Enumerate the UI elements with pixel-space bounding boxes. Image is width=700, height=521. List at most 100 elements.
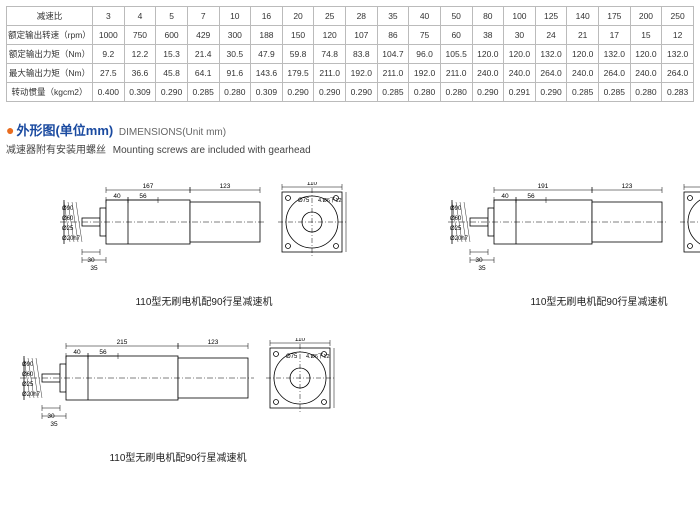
table-cell: 600	[156, 26, 188, 45]
title-en: DIMENSIONS(Unit mm)	[119, 127, 226, 138]
table-cell: 30.5	[219, 45, 251, 64]
svg-text:123: 123	[220, 183, 231, 190]
table-cell: 211.0	[314, 64, 346, 83]
svg-text:30: 30	[47, 413, 55, 420]
diagram-row-2: 21512340563530Ø90Ø60Ø25Ø20h7110Ø754.Ø6下1…	[20, 338, 694, 464]
table-cell: 91.6	[219, 64, 251, 83]
subtitle-en: Mounting screws are included with gearhe…	[113, 145, 311, 156]
table-cell: 0.285	[599, 83, 631, 102]
table-cell: 74.8	[314, 45, 346, 64]
table-cell: 0.291	[504, 83, 536, 102]
side-view: 21512340563530Ø90Ø60Ø25Ø20h7	[20, 338, 254, 437]
svg-text:Ø60: Ø60	[22, 372, 34, 378]
table-cell: 25	[314, 7, 346, 26]
table-cell: 179.5	[282, 64, 314, 83]
diagram-cell: 21512340563530Ø90Ø60Ø25Ø20h7110Ø754.Ø6下1…	[20, 338, 336, 464]
table-cell: 5	[156, 7, 188, 26]
table-cell: 0.290	[314, 83, 346, 102]
table-cell: 36.6	[124, 64, 156, 83]
table-cell: 0.400	[93, 83, 125, 102]
table-cell: 140	[567, 7, 599, 26]
table-cell: 132.0	[662, 45, 694, 64]
table-cell: 47.9	[251, 45, 283, 64]
svg-text:110: 110	[307, 182, 318, 187]
svg-text:Ø20h7: Ø20h7	[62, 236, 81, 242]
svg-text:4.Ø6下12: 4.Ø6下12	[318, 197, 342, 204]
table-row: 转动惯量（kgcm2）0.4000.3090.2900.2850.2800.30…	[7, 83, 694, 102]
table-cell: 21	[567, 26, 599, 45]
svg-text:167: 167	[143, 183, 154, 190]
table-cell: 4	[124, 7, 156, 26]
table-cell: 20	[282, 7, 314, 26]
bullet-icon: ●	[6, 122, 14, 138]
table-cell: 120.0	[630, 45, 662, 64]
svg-text:Ø60: Ø60	[62, 216, 74, 222]
table-cell: 750	[124, 26, 156, 45]
svg-text:Ø75: Ø75	[286, 354, 298, 360]
table-cell: 24	[535, 26, 567, 45]
table-cell: 0.283	[662, 83, 694, 102]
svg-text:4.Ø6下12: 4.Ø6下12	[306, 353, 330, 360]
table-row: 额定输出转速（rpm）10007506004293001881501201078…	[7, 26, 694, 45]
table-cell: 27.5	[93, 64, 125, 83]
title-cn: 外形图(单位mm)	[16, 123, 113, 138]
svg-text:191: 191	[538, 183, 549, 190]
table-cell: 132.0	[535, 45, 567, 64]
row-label: 额定输出转速（rpm）	[7, 26, 93, 45]
table-cell: 0.290	[282, 83, 314, 102]
table-cell: 240.0	[567, 64, 599, 83]
svg-text:56: 56	[99, 349, 107, 356]
table-cell: 211.0	[377, 64, 409, 83]
table-cell: 107	[346, 26, 378, 45]
svg-text:40: 40	[501, 193, 509, 200]
face-view: 110Ø754.Ø6下1290	[678, 182, 700, 271]
table-cell: 264.0	[599, 64, 631, 83]
table-cell: 30	[504, 26, 536, 45]
svg-text:40: 40	[113, 193, 121, 200]
table-cell: 40	[409, 7, 441, 26]
table-cell: 0.309	[124, 83, 156, 102]
table-cell: 105.5	[440, 45, 472, 64]
diagram-caption: 110型无刷电机配90行星减速机	[530, 293, 667, 308]
table-cell: 21.4	[187, 45, 219, 64]
svg-text:Ø20h7: Ø20h7	[22, 392, 41, 398]
row-label: 最大输出力矩（Nm）	[7, 64, 93, 83]
table-cell: 0.285	[187, 83, 219, 102]
table-cell: 0.290	[346, 83, 378, 102]
table-cell: 80	[472, 7, 504, 26]
table-cell: 35	[377, 7, 409, 26]
svg-text:Ø25: Ø25	[22, 382, 34, 388]
svg-text:Ø25: Ø25	[62, 226, 74, 232]
face-view: 110Ø754.Ø6下1290	[264, 338, 336, 427]
diagrams-area: 16712340563530Ø90Ø60Ø25Ø20h7110Ø754.Ø6下1…	[6, 182, 694, 464]
table-cell: 38	[472, 26, 504, 45]
table-cell: 120.0	[504, 45, 536, 64]
table-cell: 75	[409, 26, 441, 45]
svg-text:30: 30	[87, 257, 95, 264]
svg-text:123: 123	[208, 339, 219, 346]
table-row: 最大输出力矩（Nm）27.536.645.864.191.6143.6179.5…	[7, 64, 694, 83]
svg-text:Ø90: Ø90	[450, 206, 462, 212]
svg-text:Ø75: Ø75	[298, 198, 310, 204]
row-label: 转动惯量（kgcm2）	[7, 83, 93, 102]
table-cell: 0.290	[156, 83, 188, 102]
table-cell: 0.290	[472, 83, 504, 102]
table-cell: 7	[187, 7, 219, 26]
svg-text:123: 123	[622, 183, 633, 190]
table-cell: 28	[346, 7, 378, 26]
table-cell: 15	[630, 26, 662, 45]
table-cell: 96.0	[409, 45, 441, 64]
row-label: 额定输出力矩（Nm）	[7, 45, 93, 64]
table-cell: 192.0	[409, 64, 441, 83]
table-cell: 86	[377, 26, 409, 45]
spec-table: 减速比3457101620252835405080100125140175200…	[6, 6, 694, 102]
table-cell: 0.280	[409, 83, 441, 102]
table-cell: 120.0	[567, 45, 599, 64]
table-cell: 10	[219, 7, 251, 26]
table-cell: 0.290	[535, 83, 567, 102]
diagram-cell: 19112340563530Ø90Ø60Ø25Ø20h7110Ø754.Ø6下1…	[448, 182, 700, 308]
table-row: 减速比3457101620252835405080100125140175200…	[7, 7, 694, 26]
table-cell: 132.0	[599, 45, 631, 64]
table-cell: 143.6	[251, 64, 283, 83]
table-cell: 59.8	[282, 45, 314, 64]
